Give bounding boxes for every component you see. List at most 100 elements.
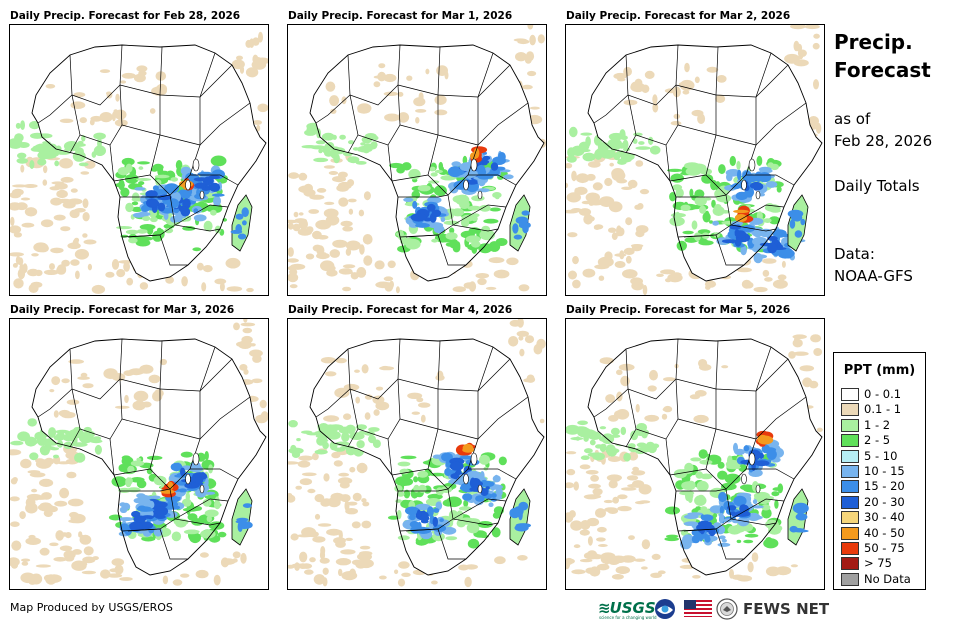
ocean-light-precip — [518, 284, 530, 292]
land-light-precip — [623, 66, 632, 77]
ocean-light-precip — [587, 550, 597, 558]
legend-swatch — [841, 526, 859, 540]
ocean-precip — [16, 157, 29, 164]
land-precip — [115, 183, 125, 188]
ocean-light-precip — [350, 272, 359, 280]
country-border — [746, 174, 795, 186]
heavy-precip — [492, 475, 501, 483]
land-precip — [736, 160, 741, 170]
heavy-precip — [740, 245, 747, 256]
heavy-precip — [721, 239, 738, 244]
ocean-light-precip — [342, 286, 352, 292]
country-border — [199, 396, 251, 440]
ocean-light-precip — [609, 162, 614, 167]
land-light-precip — [354, 369, 360, 373]
heavy-precip — [737, 169, 742, 181]
land-precip — [701, 174, 714, 184]
heavy-precip — [747, 512, 761, 522]
country-border — [69, 428, 81, 448]
heavy-precip — [475, 495, 485, 502]
ocean-light-precip — [252, 120, 262, 125]
land-light-precip — [132, 400, 146, 411]
land-precip — [77, 140, 84, 145]
land-light-precip — [384, 113, 400, 122]
country-border — [625, 44, 679, 106]
land-precip — [63, 441, 73, 450]
ocean-light-precip — [635, 160, 644, 167]
land-precip — [694, 196, 707, 206]
land-light-precip — [114, 109, 127, 120]
ocean-light-precip — [83, 160, 96, 169]
heavy-precip — [480, 479, 489, 488]
heavy-precip — [792, 502, 809, 514]
land-light-precip — [418, 402, 431, 408]
ocean-precip — [566, 155, 577, 163]
land-precip — [328, 424, 344, 431]
land-light-precip — [623, 99, 638, 106]
ocean-light-precip — [359, 244, 365, 255]
heavy-precip — [518, 509, 523, 521]
land-precip — [727, 455, 733, 466]
heavy-precip — [237, 233, 247, 240]
heavy-precip — [433, 508, 440, 513]
ocean-light-precip — [777, 274, 787, 281]
ocean-light-precip — [328, 171, 339, 175]
ocean-light-precip — [43, 165, 48, 174]
country-border — [477, 64, 511, 98]
land-precip — [700, 506, 708, 511]
ocean-light-precip — [295, 485, 302, 490]
heavy-precip — [462, 493, 473, 501]
land-light-precip — [45, 84, 56, 89]
land-precip — [361, 135, 373, 144]
heavy-precip — [765, 181, 778, 188]
legend-swatch — [841, 557, 859, 571]
country-border — [593, 94, 629, 124]
land-precip — [434, 169, 443, 174]
land-light-precip — [149, 108, 156, 114]
ocean-light-precip — [339, 481, 350, 489]
lake — [463, 179, 469, 191]
land-precip — [595, 444, 603, 449]
ocean-light-precip — [240, 322, 256, 327]
heavy-precip — [518, 501, 529, 511]
ocean-light-precip — [521, 84, 533, 90]
ocean-light-precip — [13, 278, 24, 289]
heavy-precip — [178, 488, 187, 493]
heavy-precip — [733, 442, 738, 453]
country-border — [715, 234, 744, 266]
land-light-precip — [133, 390, 149, 402]
land-precip — [491, 527, 501, 538]
legend-label: 20 - 30 — [864, 494, 905, 509]
ocean-light-precip — [219, 282, 225, 292]
land-precip — [704, 210, 710, 218]
ocean-light-precip — [642, 284, 648, 295]
ocean-precip — [580, 455, 590, 460]
country-border — [347, 44, 401, 106]
heavy-precip — [705, 524, 715, 533]
ocean-light-precip — [523, 378, 532, 383]
country-border — [399, 528, 439, 532]
heavy-precip — [521, 210, 530, 216]
country-border — [755, 358, 789, 392]
ocean-light-precip — [70, 259, 80, 266]
heavy-precip — [753, 253, 763, 264]
country-border — [669, 468, 707, 476]
heavy-precip — [491, 493, 497, 498]
ocean-precip — [74, 452, 86, 463]
ocean-light-precip — [195, 569, 209, 579]
ocean-light-precip — [119, 577, 133, 581]
land-precip — [471, 525, 479, 533]
land-light-precip — [325, 81, 336, 92]
ocean-light-precip — [812, 42, 820, 50]
ocean-light-precip — [596, 563, 610, 571]
data-source: NOAA-GFS — [834, 267, 913, 285]
ocean-precip — [577, 420, 588, 426]
land-precip — [152, 230, 163, 242]
legend-title: PPT (mm) — [843, 363, 916, 378]
land-precip — [93, 145, 106, 156]
heavy-precip — [230, 229, 243, 234]
land-precip — [180, 451, 193, 458]
ocean-light-precip — [10, 225, 22, 234]
ocean-precip — [54, 160, 60, 167]
